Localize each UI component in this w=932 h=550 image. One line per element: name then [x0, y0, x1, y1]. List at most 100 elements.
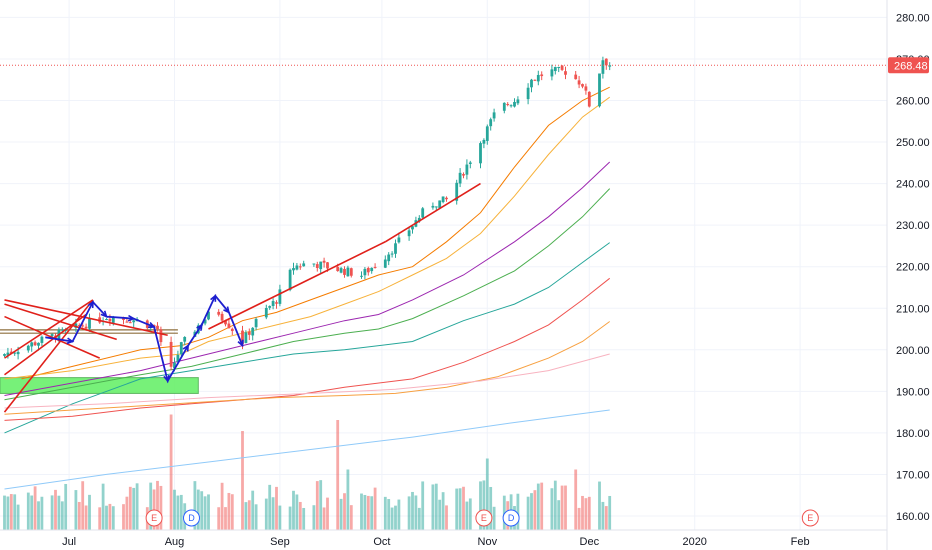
candle-body: [295, 265, 299, 270]
volume-bar: [135, 483, 139, 530]
volume-bar: [125, 496, 129, 530]
volume-bar: [516, 493, 520, 530]
moving-average-line: [4, 242, 610, 434]
candle-body: [598, 73, 601, 107]
volume-bar: [251, 490, 255, 530]
candle-body: [489, 119, 493, 127]
candle-body: [227, 323, 231, 329]
volume-bar: [203, 496, 207, 530]
candle-body: [574, 74, 578, 80]
volume-bar: [346, 469, 350, 530]
candle-body: [254, 318, 258, 328]
event-marker[interactable]: [801, 509, 819, 527]
candle-body: [9, 351, 13, 354]
volume-bar: [608, 495, 612, 530]
time-tick-label: Oct: [373, 536, 390, 548]
candle-body: [608, 65, 612, 67]
candle-body: [50, 334, 54, 337]
volume-bar: [533, 490, 537, 530]
price-tick-label: 160.00: [896, 511, 930, 523]
candle-body: [584, 86, 588, 91]
volume-bar: [298, 501, 302, 530]
volume-bar: [295, 494, 299, 530]
time-tick-label: Dec: [580, 536, 600, 548]
volume-bar: [111, 506, 115, 530]
candle-body: [564, 71, 567, 75]
event-marker[interactable]: [183, 509, 200, 527]
candle-body: [479, 143, 482, 164]
time-tick-label: Aug: [165, 536, 185, 548]
trend-line: [3, 299, 94, 413]
candle-body: [509, 105, 513, 107]
time-tick-label: Jul: [62, 536, 76, 548]
time-axis[interactable]: Jul Aug Sep Oct Nov Dec 2020 Feb: [62, 536, 810, 548]
volume-bar: [275, 486, 278, 530]
candle-body: [26, 345, 30, 351]
candle-body: [540, 74, 544, 77]
volume-bar: [407, 496, 411, 530]
event-marker[interactable]: [145, 509, 163, 527]
volume-bar: [462, 486, 465, 530]
candle-body: [577, 80, 581, 85]
candle-body: [156, 325, 159, 330]
candle-body: [587, 91, 591, 107]
candle-body: [288, 269, 292, 290]
wave-arrowhead: [210, 294, 217, 302]
event-marker[interactable]: [475, 509, 493, 527]
volume-bar: [179, 494, 183, 530]
volume-bar: [9, 494, 13, 530]
trend-line: [4, 303, 117, 341]
candle-body: [421, 208, 425, 218]
candle-body: [360, 275, 363, 277]
volume-bar: [13, 494, 17, 530]
candle-body: [33, 342, 37, 346]
candle-body: [122, 318, 125, 320]
volume-bar: [169, 414, 173, 530]
volume-bar: [217, 507, 221, 530]
volume-bar: [343, 493, 346, 530]
candle-body: [581, 84, 584, 87]
candle-body: [220, 313, 224, 321]
candle-body: [3, 354, 6, 356]
volume-bar: [230, 494, 234, 530]
candle-body: [271, 301, 275, 306]
last-price-label: 268.48: [888, 57, 929, 74]
event-marker[interactable]: [502, 509, 520, 527]
volume-bar: [244, 502, 248, 530]
volume-bar: [336, 420, 340, 530]
volume-bar: [322, 507, 326, 530]
price-tick-label: 240.00: [896, 179, 930, 191]
candle-body: [74, 323, 78, 328]
volume-bar: [30, 495, 34, 530]
candle-body: [383, 259, 387, 268]
candle-body: [536, 74, 540, 82]
volume-bar: [196, 489, 200, 530]
wave-arrowhead: [66, 337, 75, 345]
candle-body: [105, 319, 108, 321]
volume-bar: [441, 492, 445, 530]
trend-line: [4, 299, 168, 337]
candle-body: [84, 326, 88, 329]
candle-body: [203, 319, 207, 324]
volume-bar: [105, 505, 108, 530]
moving-average-line: [4, 321, 610, 415]
candle-body: [397, 237, 401, 243]
candle-body: [373, 266, 377, 268]
candle-body: [434, 206, 438, 208]
candle-body: [13, 352, 17, 354]
candle-body: [247, 331, 251, 335]
volume-bar: [349, 505, 353, 530]
candle-body: [128, 322, 132, 324]
candle-body: [482, 139, 486, 144]
moving-average-line: [4, 161, 611, 396]
last-price-badge: [888, 57, 929, 74]
candle-body: [251, 327, 255, 336]
price-axis[interactable]: 160.00 170.00 180.00 190.00 200.00 210.00 220.…: [896, 12, 930, 523]
candle-body: [349, 268, 353, 276]
time-tick-label: Feb: [791, 536, 810, 548]
candle-body: [183, 337, 187, 342]
candle-body: [173, 362, 176, 369]
price-tick-label: 230.00: [896, 220, 930, 232]
